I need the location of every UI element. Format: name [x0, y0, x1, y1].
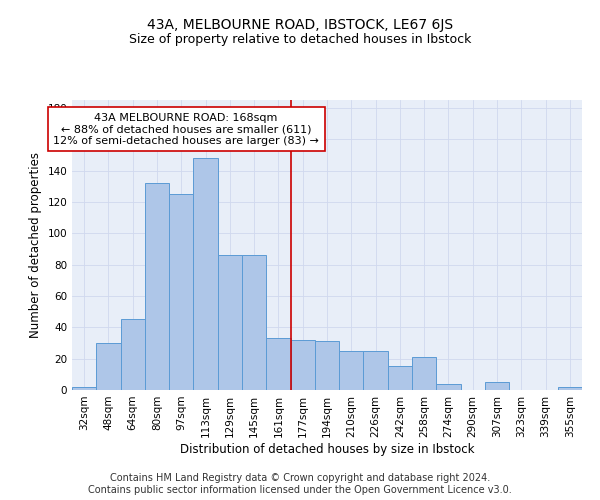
- Bar: [218, 255, 242, 390]
- Bar: [121, 320, 145, 390]
- Bar: [96, 343, 121, 390]
- Bar: [193, 158, 218, 390]
- Y-axis label: Number of detached properties: Number of detached properties: [29, 152, 42, 338]
- Text: 43A MELBOURNE ROAD: 168sqm
← 88% of detached houses are smaller (611)
12% of sem: 43A MELBOURNE ROAD: 168sqm ← 88% of deta…: [53, 112, 319, 146]
- X-axis label: Distribution of detached houses by size in Ibstock: Distribution of detached houses by size …: [180, 442, 474, 456]
- Bar: [388, 366, 412, 390]
- Bar: [412, 357, 436, 390]
- Bar: [266, 338, 290, 390]
- Text: 43A, MELBOURNE ROAD, IBSTOCK, LE67 6JS: 43A, MELBOURNE ROAD, IBSTOCK, LE67 6JS: [147, 18, 453, 32]
- Text: Contains HM Land Registry data © Crown copyright and database right 2024.
Contai: Contains HM Land Registry data © Crown c…: [88, 474, 512, 495]
- Bar: [485, 382, 509, 390]
- Bar: [436, 384, 461, 390]
- Bar: [145, 183, 169, 390]
- Bar: [364, 351, 388, 390]
- Bar: [169, 194, 193, 390]
- Bar: [558, 387, 582, 390]
- Bar: [339, 351, 364, 390]
- Bar: [290, 340, 315, 390]
- Bar: [315, 342, 339, 390]
- Bar: [72, 387, 96, 390]
- Bar: [242, 255, 266, 390]
- Text: Size of property relative to detached houses in Ibstock: Size of property relative to detached ho…: [129, 32, 471, 46]
